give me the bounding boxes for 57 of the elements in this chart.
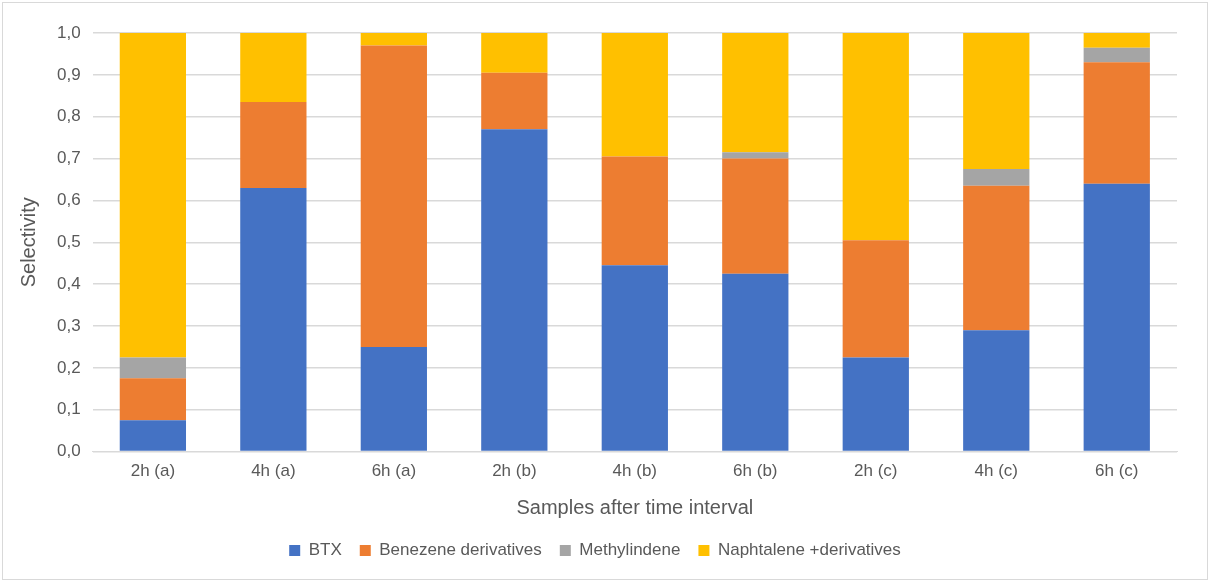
bar [963,330,1030,451]
bar [240,187,307,451]
bar [601,265,668,451]
bar [360,33,427,46]
y-tick-label: 0,2 [56,357,81,377]
y-tick-label: 0,3 [56,315,81,335]
y-tick-label: 0,6 [56,190,81,210]
bar [119,357,187,379]
bar [119,420,187,451]
legend-label: BTX [308,540,342,560]
x-tick-label: 2h (c) [854,461,898,481]
x-tick-label: 4h (a) [251,461,296,481]
y-tick-label: 0,9 [56,64,81,84]
bar [119,33,187,358]
bar [963,33,1030,170]
bar [240,33,307,103]
bar [722,33,789,153]
x-tick-label: 6h (a) [371,461,417,481]
x-tick-label: 2h (b) [492,461,537,481]
bar [842,240,909,358]
bar [360,45,427,347]
y-axis-title: Selectivity [16,197,39,288]
x-tick-label: 6h (c) [1095,461,1139,481]
bar [601,33,668,157]
bar [963,185,1030,331]
bar [1083,62,1150,184]
legend-label: Methylindene [579,540,681,560]
bar [1083,183,1150,451]
legend-label: Benezene derivatives [379,540,542,560]
bar [481,129,548,451]
y-tick-label: 1,0 [56,22,81,42]
bar [481,72,548,130]
x-tick-label: 4h (b) [612,461,658,481]
bar [722,152,789,159]
bar [963,169,1030,186]
y-tick-label: 0,4 [56,273,81,293]
bar [722,158,789,274]
bar [722,273,789,451]
bar [481,33,548,73]
y-tick-label: 0,1 [56,399,81,419]
y-tick-label: 0,7 [56,148,81,168]
y-tick-label: 0,5 [56,231,81,251]
y-tick-label: 0,0 [56,441,81,461]
bar [601,156,668,266]
x-tick-label: 6h (b) [733,461,778,481]
bar [360,346,427,451]
x-tick-label: 2h (a) [130,461,176,481]
bar [1083,33,1150,48]
bar [842,357,909,451]
x-tick-label: 4h (c) [974,461,1019,481]
bar [119,378,187,421]
bar [842,33,909,241]
legend-label: Naphtalene +derivatives [717,540,901,560]
y-tick-label: 0,8 [56,106,81,126]
bar [1083,47,1150,63]
x-axis-title: Samples after time interval [516,495,754,518]
bar [240,102,307,188]
